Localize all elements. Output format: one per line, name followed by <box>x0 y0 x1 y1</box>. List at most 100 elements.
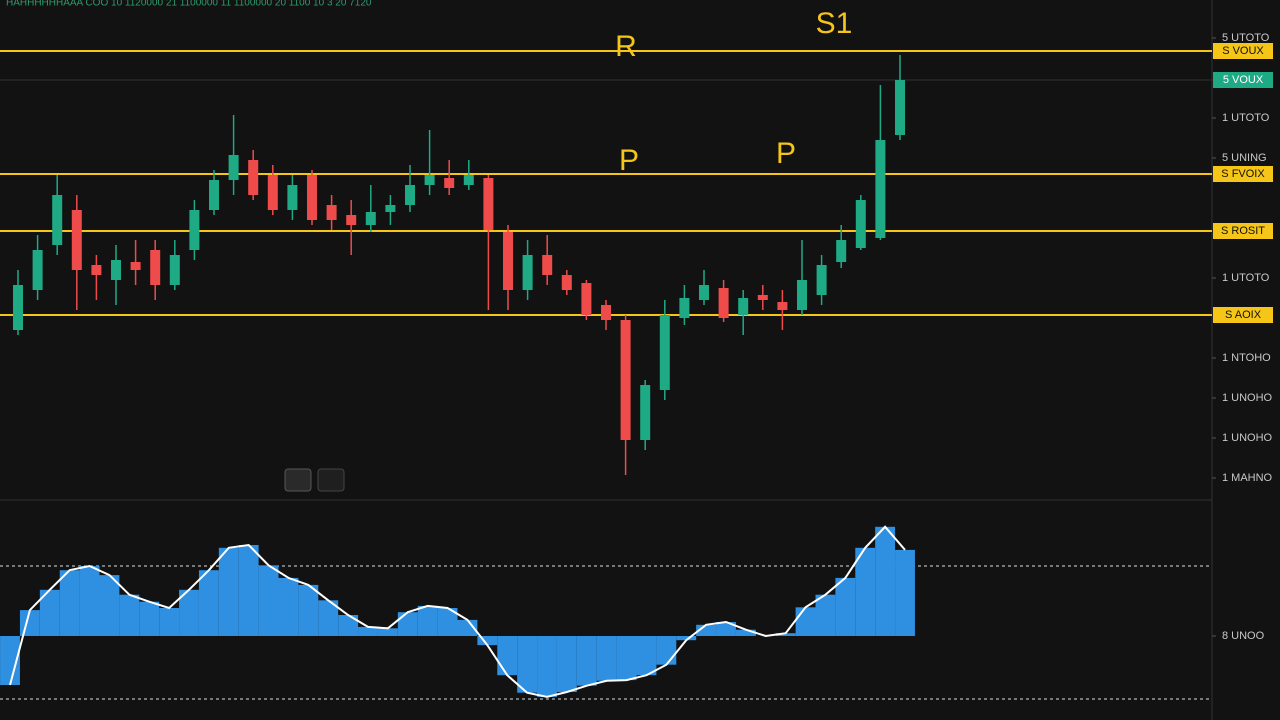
header: HAHHHHHHAAA COO 10 1120000 21 1100000 11… <box>6 0 372 9</box>
histogram-bar <box>198 570 219 636</box>
y-tick-label: 1 UNOHO <box>1222 392 1273 404</box>
histogram-bar <box>159 608 180 636</box>
histogram-bar <box>815 594 836 636</box>
candle-body <box>71 210 82 270</box>
candle-body <box>581 283 592 315</box>
candle-body <box>346 215 357 225</box>
histogram-bar <box>497 636 518 676</box>
candle-body <box>561 275 572 290</box>
candle-body <box>32 250 43 290</box>
candle-body <box>267 175 278 210</box>
histogram-bar <box>298 584 319 636</box>
candle-body <box>130 262 141 270</box>
histogram-bar <box>616 636 637 681</box>
level-label: S VOUX <box>1222 45 1264 57</box>
level-annotation: R <box>615 30 637 63</box>
candle-body <box>483 178 494 230</box>
histogram-bar <box>318 600 339 636</box>
candle-body <box>248 160 259 195</box>
histogram-bar <box>218 547 239 636</box>
candle-body <box>424 175 435 185</box>
candle-body <box>405 185 415 205</box>
candle-body <box>777 302 788 310</box>
last-price-label: 5 VOUX <box>1223 74 1264 86</box>
histogram-bar <box>278 577 299 636</box>
histogram-bar <box>735 629 756 636</box>
histogram-bar <box>576 636 597 686</box>
candle-body <box>444 178 455 188</box>
candle-body <box>463 175 474 185</box>
candle-body <box>189 210 200 250</box>
histogram-bar <box>835 577 856 636</box>
histogram-bar <box>179 589 199 636</box>
y-tick-label: 1 UTOTO <box>1222 272 1270 284</box>
tool-button[interactable] <box>284 468 312 492</box>
y-tick-label: 1 NTOHO <box>1222 352 1271 364</box>
histogram-bar <box>596 636 617 681</box>
histogram-bar <box>417 605 438 636</box>
histogram-bar <box>775 633 796 636</box>
candle-body <box>875 140 886 238</box>
histogram-bar <box>855 547 876 636</box>
histogram-bar <box>875 526 896 636</box>
histogram-bar <box>338 615 359 636</box>
histogram-bar <box>139 601 160 636</box>
level-label: S FVOIX <box>1221 168 1265 180</box>
candle-body <box>169 255 180 285</box>
level-tag <box>1213 43 1273 59</box>
y-tick-label: 8 UNOO <box>1222 630 1265 642</box>
histogram-bar <box>696 624 717 636</box>
histogram-bar <box>0 636 20 685</box>
histogram-bar <box>795 607 816 636</box>
histogram-bar <box>437 608 458 636</box>
y-tick-label: 1 UTOTO <box>1222 112 1270 124</box>
candle-body <box>150 250 161 285</box>
histogram-line <box>9 525 906 698</box>
candle-body <box>209 180 219 210</box>
y-tick-label: 5 UNING <box>1222 152 1267 164</box>
candle-body <box>855 200 866 248</box>
level-tag <box>1213 307 1273 323</box>
candle-body <box>542 255 553 275</box>
candle-body <box>620 320 631 440</box>
candle-body <box>601 305 611 320</box>
candle-body <box>699 285 709 300</box>
histogram-bar <box>556 636 577 692</box>
histogram-bar <box>895 549 915 636</box>
histogram-bar <box>716 622 736 636</box>
level-label: S ROSIT <box>1221 225 1265 237</box>
histogram-bar <box>517 636 538 693</box>
candle-body <box>91 265 102 275</box>
histogram-bar <box>358 626 378 636</box>
histogram-bar <box>656 636 677 665</box>
histogram-bar <box>676 636 697 641</box>
level-tag <box>1213 223 1273 239</box>
y-tick-label: 1 UNOHO <box>1222 432 1273 444</box>
candle-body <box>307 175 317 220</box>
histogram-bar <box>377 628 398 636</box>
level-annotation: P <box>776 137 796 170</box>
histogram-bar <box>258 565 279 636</box>
candle-body <box>228 155 239 180</box>
histogram-bar <box>99 575 120 636</box>
candle-body <box>522 255 533 290</box>
candle-body <box>836 240 847 262</box>
candle-body <box>757 295 768 300</box>
candle-body <box>385 205 396 212</box>
histogram-bar <box>457 619 478 636</box>
histogram-bar <box>238 545 259 636</box>
histogram-bar <box>39 589 60 636</box>
last-price-tag <box>1213 72 1273 88</box>
histogram-bar <box>537 636 557 697</box>
candle-body <box>503 232 513 290</box>
candle-body <box>797 280 807 310</box>
candle-body <box>287 185 298 210</box>
histogram-bar <box>636 636 657 676</box>
candle-body <box>816 265 827 295</box>
candle-body <box>640 385 651 440</box>
level-annotation: S1 <box>816 7 853 40</box>
level-annotation: P <box>619 144 639 177</box>
tool-button[interactable] <box>317 468 345 492</box>
histogram-bar <box>59 570 80 636</box>
